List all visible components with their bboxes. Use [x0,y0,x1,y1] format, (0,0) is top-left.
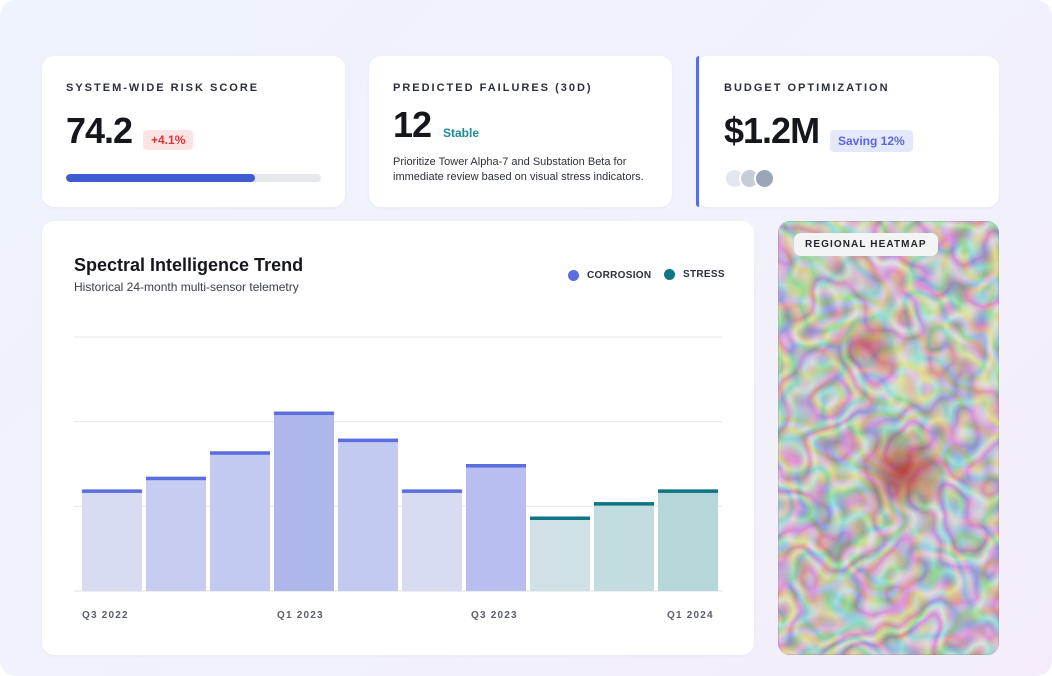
bar-corrosion[interactable] [210,451,270,591]
risk-progress-bar [66,174,321,182]
risk-delta-badge: +4.1% [143,130,194,150]
bar-corrosion[interactable] [274,411,334,591]
risk-progress-fill [66,174,255,182]
predicted-failures-label: PREDICTED FAILURES (30D) [393,82,593,94]
trend-chart-card: Spectral Intelligence Trend Historical 2… [42,221,754,655]
heatmap-hotspot [856,427,952,515]
x-tick-label: Q3 2023 [471,610,518,621]
bar-corrosion[interactable] [146,476,206,591]
bar-corrosion[interactable] [402,489,462,591]
legend-dot-stress [664,269,675,280]
avatar[interactable] [754,168,775,189]
bar-cap-corrosion [402,489,462,493]
heatmap-image [778,221,999,655]
heatmap-label: REGIONAL HEATMAP [794,233,938,256]
bar-cap-stress [530,516,590,520]
bar-cap-corrosion [338,438,398,443]
bar-cap-corrosion [466,464,526,468]
bar-stress[interactable] [530,516,590,591]
risk-score-value: 74.2 [66,110,133,151]
bar-chart [74,336,722,592]
bar-stress[interactable] [594,502,654,591]
bar-cap-corrosion [146,476,206,481]
bar-stress[interactable] [658,489,718,591]
heatmap-hotspot [834,315,902,375]
legend-dot-corrosion [568,270,579,281]
budget-accent-bar [696,56,699,207]
bar-corrosion[interactable] [466,464,526,591]
bar-corrosion[interactable] [82,489,142,591]
failures-note: Prioritize Tower Alpha-7 and Substation … [393,156,644,183]
x-tick-label: Q1 2023 [277,610,324,621]
bar-cap-stress [594,502,654,506]
bar-cap-corrosion [274,411,334,416]
risk-score-label: SYSTEM-WIDE RISK SCORE [66,82,260,94]
legend-stress[interactable]: STRESS [683,269,725,280]
failures-status-badge: Stable [443,126,480,140]
bar-cap-stress [658,489,718,493]
bar-cap-corrosion [82,489,142,493]
x-tick-label: Q1 2024 [667,610,714,621]
risk-score-card[interactable]: SYSTEM-WIDE RISK SCORE 74.2 +4.1% [42,56,345,207]
predicted-failures-value: 12 [393,104,432,145]
budget-label: BUDGET OPTIMIZATION [724,82,890,94]
chart-subtitle: Historical 24-month multi-sensor telemet… [74,280,299,294]
bar-corrosion[interactable] [338,438,398,591]
budget-value: $1.2M [724,110,820,151]
chart-title: Spectral Intelligence Trend [74,255,304,275]
budget-optimization-card[interactable]: BUDGET OPTIMIZATION $1.2M Saving 12% [696,56,999,207]
regional-heatmap-card[interactable]: REGIONAL HEATMAP [778,221,999,655]
x-tick-label: Q3 2022 [82,610,129,621]
legend-corrosion[interactable]: CORROSION [587,270,652,281]
bar-cap-corrosion [210,451,270,455]
predicted-failures-card[interactable]: PREDICTED FAILURES (30D) 12 Stable Prior… [369,56,672,207]
budget-saving-badge: Saving 12% [830,130,913,152]
